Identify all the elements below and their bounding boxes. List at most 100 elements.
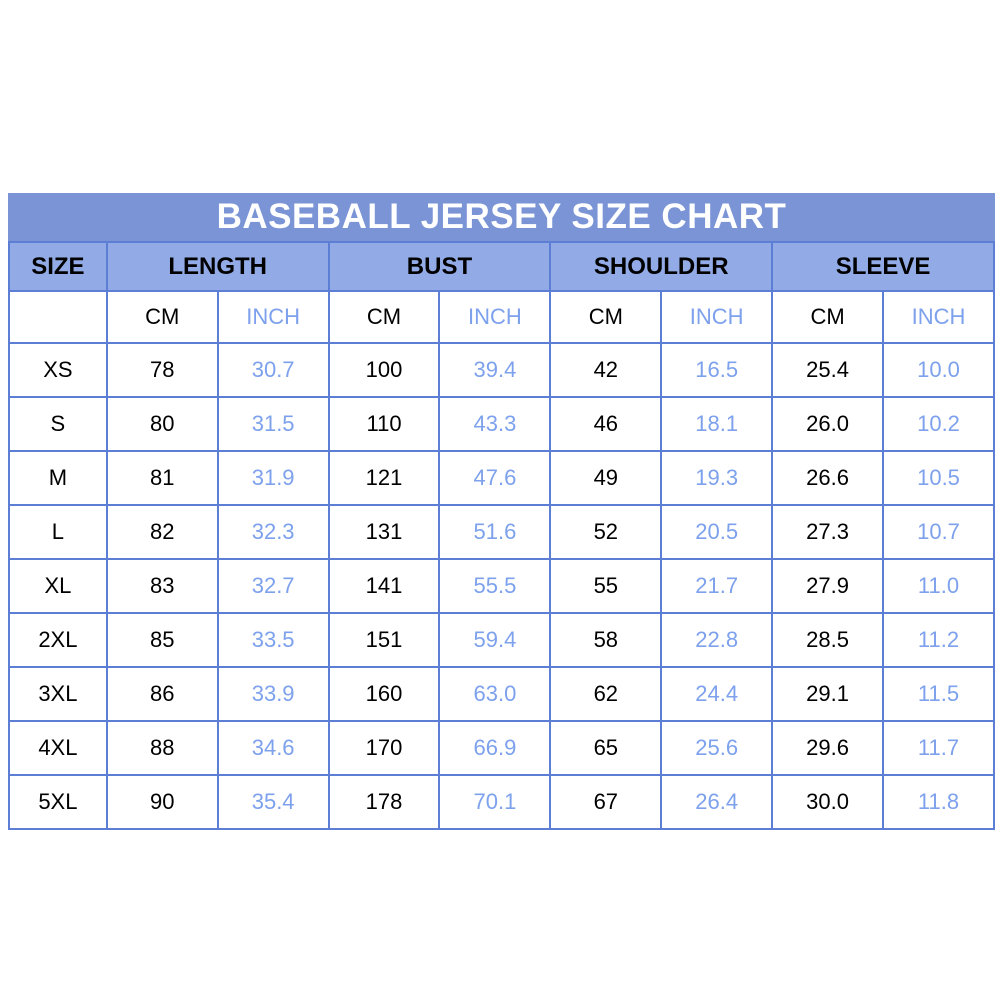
- inch-value: 11.0: [882, 558, 995, 614]
- unit-header-sleeve-cm: CM: [771, 290, 885, 344]
- cm-value: 178: [327, 774, 441, 830]
- unit-header-blank: [8, 290, 108, 344]
- cm-value: 26.6: [771, 450, 885, 506]
- table-row: 5XL 90 35.4 178 70.1 67 26.4 30.0 11.8: [8, 774, 995, 830]
- inch-value: 10.0: [882, 342, 995, 398]
- inch-value: 25.6: [660, 720, 774, 776]
- table-row: XS 78 30.7 100 39.4 42 16.5 25.4 10.0: [8, 342, 995, 398]
- inch-value: 70.1: [438, 774, 552, 830]
- size-table-body: XS 78 30.7 100 39.4 42 16.5 25.4 10.0 S 80 31.5 110 4…: [8, 342, 995, 830]
- cm-value: 83: [105, 558, 219, 614]
- inch-value: 43.3: [438, 396, 552, 452]
- inch-value: 11.7: [882, 720, 995, 776]
- size-table: SIZE LENGTH BUST SHOULDER SLEEVE CM INCH…: [8, 241, 995, 830]
- unit-header-shoulder-cm: CM: [549, 290, 663, 344]
- col-header-shoulder: SHOULDER: [549, 241, 774, 292]
- col-header-sleeve: SLEEVE: [771, 241, 995, 292]
- cm-value: 67: [549, 774, 663, 830]
- inch-value: 39.4: [438, 342, 552, 398]
- table-row: M 81 31.9 121 47.6 49 19.3 26.6 10.5: [8, 450, 995, 506]
- cm-value: 160: [327, 666, 441, 722]
- cm-value: 29.1: [771, 666, 885, 722]
- inch-value: 55.5: [438, 558, 552, 614]
- cm-value: 52: [549, 504, 663, 560]
- inch-value: 34.6: [216, 720, 330, 776]
- inch-value: 33.5: [216, 612, 330, 668]
- table-row: XL 83 32.7 141 55.5 55 21.7 27.9 11.0: [8, 558, 995, 614]
- cm-value: 82: [105, 504, 219, 560]
- size-label: 4XL: [8, 720, 108, 776]
- cm-value: 81: [105, 450, 219, 506]
- cm-value: 49: [549, 450, 663, 506]
- cm-value: 151: [327, 612, 441, 668]
- unit-header-bust-inch: INCH: [438, 290, 552, 344]
- table-row: L 82 32.3 131 51.6 52 20.5 27.3 10.7: [8, 504, 995, 560]
- cm-value: 62: [549, 666, 663, 722]
- cm-value: 100: [327, 342, 441, 398]
- cm-value: 25.4: [771, 342, 885, 398]
- inch-value: 66.9: [438, 720, 552, 776]
- cm-value: 55: [549, 558, 663, 614]
- inch-value: 18.1: [660, 396, 774, 452]
- inch-value: 22.8: [660, 612, 774, 668]
- cm-value: 46: [549, 396, 663, 452]
- cm-value: 78: [105, 342, 219, 398]
- inch-value: 10.7: [882, 504, 995, 560]
- unit-header-bust-cm: CM: [327, 290, 441, 344]
- table-row: 3XL 86 33.9 160 63.0 62 24.4 29.1 11.5: [8, 666, 995, 722]
- cm-value: 110: [327, 396, 441, 452]
- size-label: 3XL: [8, 666, 108, 722]
- size-label: 2XL: [8, 612, 108, 668]
- inch-value: 31.9: [216, 450, 330, 506]
- unit-header-shoulder-inch: INCH: [660, 290, 774, 344]
- cm-value: 141: [327, 558, 441, 614]
- size-label: S: [8, 396, 108, 452]
- inch-value: 19.3: [660, 450, 774, 506]
- inch-value: 35.4: [216, 774, 330, 830]
- cm-value: 58: [549, 612, 663, 668]
- cm-value: 42: [549, 342, 663, 398]
- size-label: 5XL: [8, 774, 108, 830]
- col-header-length: LENGTH: [105, 241, 330, 292]
- inch-value: 24.4: [660, 666, 774, 722]
- size-label: XL: [8, 558, 108, 614]
- size-chart: BASEBALL JERSEY SIZE CHART SIZE LENGTH B…: [8, 193, 995, 830]
- cm-value: 29.6: [771, 720, 885, 776]
- cm-value: 86: [105, 666, 219, 722]
- inch-value: 33.9: [216, 666, 330, 722]
- inch-value: 47.6: [438, 450, 552, 506]
- unit-header-length-inch: INCH: [216, 290, 330, 344]
- inch-value: 59.4: [438, 612, 552, 668]
- inch-value: 16.5: [660, 342, 774, 398]
- cm-value: 80: [105, 396, 219, 452]
- inch-value: 30.7: [216, 342, 330, 398]
- table-row: S 80 31.5 110 43.3 46 18.1 26.0 10.2: [8, 396, 995, 452]
- size-label: L: [8, 504, 108, 560]
- inch-value: 26.4: [660, 774, 774, 830]
- inch-value: 10.2: [882, 396, 995, 452]
- inch-value: 31.5: [216, 396, 330, 452]
- cm-value: 28.5: [771, 612, 885, 668]
- inch-value: 11.8: [882, 774, 995, 830]
- table-row: 4XL 88 34.6 170 66.9 65 25.6 29.6 11.7: [8, 720, 995, 776]
- table-row: 2XL 85 33.5 151 59.4 58 22.8 28.5 11.2: [8, 612, 995, 668]
- group-header-row: SIZE LENGTH BUST SHOULDER SLEEVE: [8, 241, 995, 292]
- inch-value: 10.5: [882, 450, 995, 506]
- cm-value: 90: [105, 774, 219, 830]
- cm-value: 26.0: [771, 396, 885, 452]
- cm-value: 170: [327, 720, 441, 776]
- size-label: XS: [8, 342, 108, 398]
- cm-value: 27.9: [771, 558, 885, 614]
- unit-header-row: CM INCH CM INCH CM INCH CM INCH: [8, 290, 995, 344]
- cm-value: 65: [549, 720, 663, 776]
- inch-value: 63.0: [438, 666, 552, 722]
- unit-header-sleeve-inch: INCH: [882, 290, 995, 344]
- inch-value: 11.2: [882, 612, 995, 668]
- size-label: M: [8, 450, 108, 506]
- unit-header-length-cm: CM: [105, 290, 219, 344]
- inch-value: 11.5: [882, 666, 995, 722]
- inch-value: 32.7: [216, 558, 330, 614]
- cm-value: 88: [105, 720, 219, 776]
- cm-value: 30.0: [771, 774, 885, 830]
